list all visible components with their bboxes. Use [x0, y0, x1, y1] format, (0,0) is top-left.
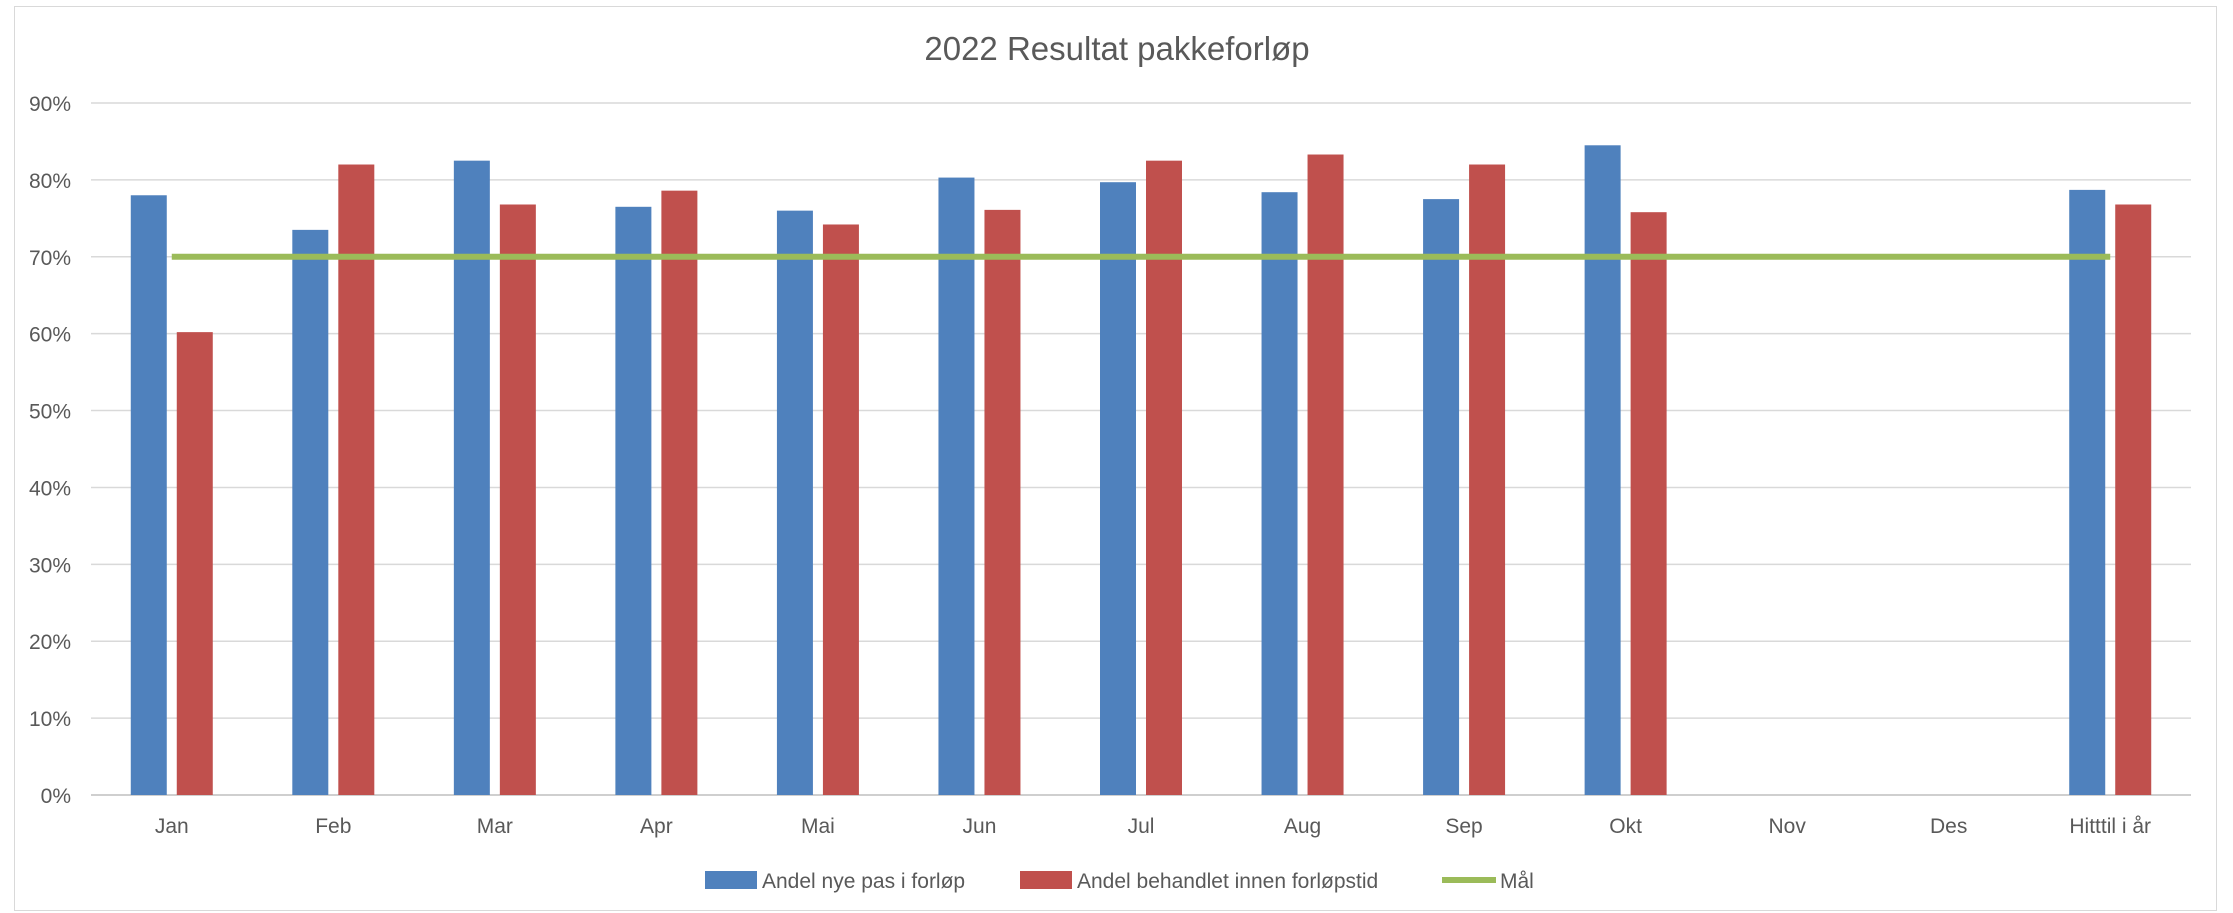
y-tick-label: 60%	[29, 324, 71, 347]
legend-label: Andel behandlet innen forløpstid	[1077, 870, 1378, 893]
legend-label: Mål	[1500, 870, 1534, 893]
bar	[984, 209, 1021, 795]
bar	[338, 164, 375, 795]
bar	[176, 332, 213, 795]
y-axis: 0% 10% 20% 30% 40% 50% 60% 70% 80% 90%	[29, 93, 71, 808]
chart-title: 2022 Resultat pakkeforløp	[924, 30, 1309, 67]
bar	[499, 204, 536, 795]
y-tick-label: 80%	[29, 170, 71, 193]
x-tick-label: Jan	[155, 815, 189, 838]
bar	[292, 229, 329, 795]
bar	[2069, 189, 2106, 795]
y-tick-label: 50%	[29, 401, 71, 424]
gridlines	[91, 102, 2191, 796]
bar	[1100, 182, 1136, 795]
bar	[130, 195, 167, 795]
x-tick-label: Apr	[640, 815, 673, 838]
x-tick-label: Okt	[1609, 815, 1642, 838]
bar	[1630, 212, 1667, 795]
y-tick-label: 70%	[29, 247, 71, 270]
y-tick-label: 40%	[29, 477, 71, 500]
bar	[1261, 192, 1298, 796]
bar	[1307, 154, 1344, 795]
bar	[822, 224, 859, 796]
bar	[1469, 164, 1506, 795]
bar	[1146, 160, 1182, 795]
bars	[130, 145, 2152, 796]
bar	[938, 177, 975, 796]
x-tick-label: Aug	[1284, 815, 1321, 838]
x-tick-label: Jul	[1128, 815, 1155, 838]
x-axis: Jan Feb Mar Apr Mai Jun Jul Aug Sep Okt Nov Des Hitt…	[155, 815, 2151, 838]
bar	[615, 206, 652, 796]
legend-label: Andel nye pas i forløp	[762, 870, 965, 893]
bar	[2115, 204, 2152, 795]
x-tick-label: Hitttil i år	[2069, 815, 2151, 838]
bar	[661, 190, 698, 796]
legend-swatch	[1020, 871, 1072, 889]
y-tick-label: 30%	[29, 554, 71, 577]
x-tick-label: Nov	[1768, 815, 1806, 838]
bar	[1584, 145, 1621, 796]
y-tick-label: 20%	[29, 631, 71, 654]
legend: Andel nye pas i forløp Andel behandlet in…	[705, 870, 1534, 893]
y-tick-label: 0%	[41, 785, 71, 808]
x-tick-label: Des	[1930, 815, 1967, 838]
bar	[453, 160, 490, 795]
legend-swatch	[705, 871, 757, 889]
bar	[1423, 199, 1460, 796]
x-tick-label: Sep	[1445, 815, 1482, 838]
bar	[776, 210, 813, 796]
x-tick-label: Mar	[477, 815, 513, 838]
x-tick-label: Jun	[963, 815, 997, 838]
x-tick-label: Feb	[315, 815, 351, 838]
y-tick-label: 90%	[29, 93, 71, 116]
x-tick-label: Mai	[801, 815, 835, 838]
y-tick-label: 10%	[29, 708, 71, 731]
